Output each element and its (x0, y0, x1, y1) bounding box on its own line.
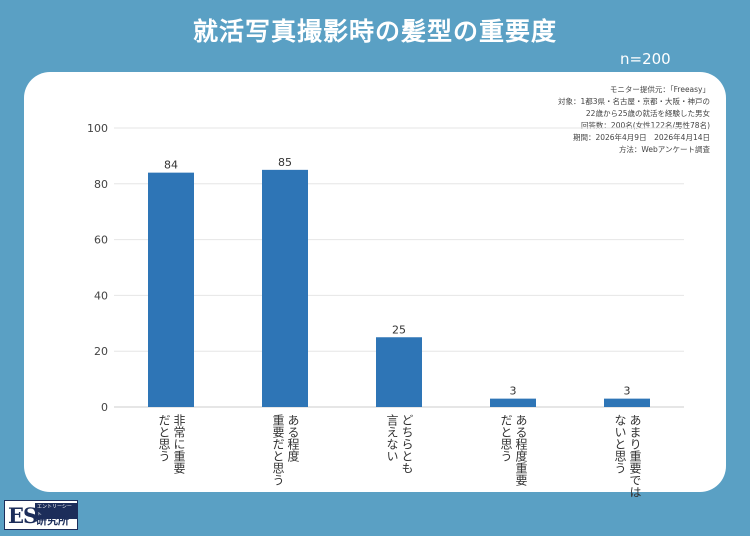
logo-name: 研究所 (36, 514, 69, 527)
x-category-label: あまり重要では ないと思う (613, 414, 642, 498)
y-tick-label: 40 (94, 289, 108, 302)
x-category-label: 非常に重要 だと思う (157, 414, 186, 474)
survey-info-line: 方法：Webアンケート調査 (618, 145, 710, 154)
logo-tagline: エントリーシート (35, 503, 77, 519)
survey-info-line: 期間：2026年4月9日 2026年4月14日 (572, 133, 710, 142)
bar (262, 169, 308, 407)
bar-value-label: 25 (392, 323, 406, 336)
sample-size-label: n=200 (620, 50, 671, 68)
survey-info-line: 対象：1都3県・名古屋・京都・大阪・神戸の (557, 97, 710, 106)
x-category-label: ある程度重要 だと思う (499, 414, 528, 486)
logo-mark: ES (8, 503, 38, 528)
bar-value-label: 3 (624, 385, 631, 398)
es-lab-logo: ES エントリーシート 研究所 (4, 500, 78, 530)
chart-card (24, 72, 726, 492)
y-tick-label: 100 (87, 122, 108, 135)
bar (490, 398, 536, 407)
bar (604, 398, 650, 407)
bar-value-label: 85 (278, 156, 292, 169)
y-tick-label: 0 (101, 401, 108, 414)
bar (148, 172, 194, 407)
survey-info: モニター提供元：「Freeasy」 対象：1都3県・名古屋・京都・大阪・神戸の … (558, 84, 710, 156)
y-tick-label: 20 (94, 345, 108, 358)
chart-title: 就活写真撮影時の髪型の重要度 (192, 17, 557, 46)
bar (376, 337, 422, 407)
bar-value-label: 84 (164, 159, 178, 172)
survey-info-line: モニター提供元：「Freeasy」 (609, 85, 710, 94)
survey-info-line: 22歳から25歳の就活を経験した男女 (585, 109, 710, 118)
y-tick-label: 60 (94, 234, 108, 247)
x-category-label: どちらとも 言えない (385, 414, 414, 474)
y-tick-label: 80 (94, 178, 108, 191)
survey-info-line: 回答数：200名(女性122名/男性78名) (580, 121, 710, 130)
x-category-label: ある程度 重要だと思う (271, 414, 300, 486)
bar-value-label: 3 (510, 385, 517, 398)
